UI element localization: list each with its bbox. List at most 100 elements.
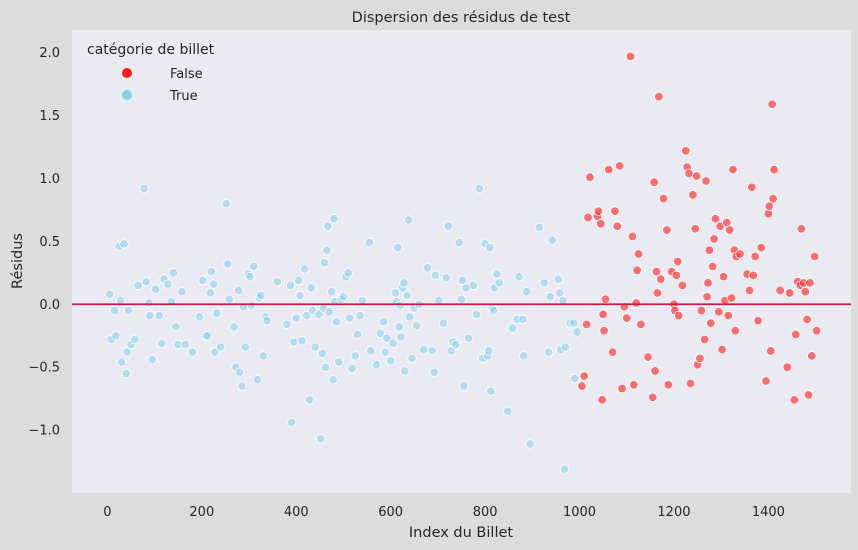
plot-area — [72, 30, 851, 493]
data-point-true — [393, 242, 403, 253]
data-point-false — [796, 224, 807, 234]
data-point-true — [206, 266, 216, 277]
data-point-true — [322, 245, 332, 255]
data-point-true — [324, 307, 335, 317]
x-tick-label: 400 — [284, 505, 309, 520]
data-point-true — [105, 289, 115, 299]
data-point-true — [246, 300, 257, 311]
data-point-true — [378, 317, 389, 327]
x-axis-label: Index du Billet — [409, 525, 513, 541]
data-point-false — [696, 305, 707, 316]
data-point-true — [111, 331, 121, 341]
data-point-true — [364, 237, 375, 248]
data-point-false — [599, 326, 609, 336]
data-point-false — [617, 383, 627, 394]
data-point-false — [702, 292, 712, 302]
data-point-true — [471, 309, 482, 320]
data-point-false — [789, 395, 800, 405]
data-point-true — [457, 275, 468, 286]
data-point-true — [385, 356, 396, 366]
data-point-true — [572, 327, 582, 337]
data-point-true — [144, 298, 154, 308]
data-point-true — [109, 305, 120, 316]
chart-title: Dispersion des résidus de test — [352, 10, 571, 26]
legend-title: catégorie de billet — [87, 42, 215, 58]
data-point-true — [338, 292, 349, 302]
data-point-true — [133, 280, 143, 291]
data-point-true — [394, 322, 404, 332]
y-tick-label: 2.0 — [39, 46, 60, 61]
x-axis-ticks: 0 200 400 600 800 1000 1200 1400 — [103, 505, 785, 520]
data-point-false — [717, 344, 727, 355]
x-tick-label: 0 — [103, 505, 111, 520]
x-tick-label: 1400 — [752, 505, 785, 520]
data-point-false — [807, 351, 817, 361]
data-point-true — [221, 198, 232, 209]
data-point-true — [156, 338, 167, 348]
data-point-false — [656, 274, 666, 284]
data-point-true — [507, 323, 518, 333]
x-tick-label: 1000 — [563, 505, 596, 520]
data-point-false — [704, 245, 715, 255]
data-point-true — [446, 346, 456, 356]
data-point-true — [395, 300, 405, 311]
data-point-false — [607, 347, 618, 357]
data-point-true — [229, 322, 239, 332]
data-point-false — [766, 346, 776, 356]
data-point-false — [744, 285, 755, 296]
data-point-false — [604, 164, 614, 175]
data-point-false — [695, 353, 705, 364]
data-point-false — [583, 212, 593, 223]
x-tick-label: 200 — [189, 505, 214, 520]
data-point-false — [625, 51, 636, 62]
data-point-false — [718, 271, 729, 282]
data-point-false — [648, 392, 658, 403]
data-point-false — [650, 366, 660, 376]
data-point-false — [791, 329, 801, 340]
data-point-true — [422, 263, 433, 273]
data-point-true — [494, 278, 504, 288]
data-point-true — [293, 275, 304, 286]
data-point-true — [130, 334, 140, 345]
data-point-false — [627, 231, 638, 242]
data-point-true — [223, 259, 233, 269]
data-point-true — [534, 222, 545, 233]
data-point-false — [809, 251, 820, 262]
data-point-true — [521, 287, 532, 297]
legend-label-true: True — [169, 89, 198, 104]
data-point-true — [224, 294, 234, 304]
data-point-false — [651, 266, 662, 277]
data-point-false — [728, 164, 738, 175]
data-point-true — [352, 329, 363, 340]
data-point-true — [366, 346, 376, 356]
legend-marker-true — [122, 90, 132, 100]
y-tick-label: 1.5 — [39, 109, 60, 124]
data-point-false — [699, 334, 710, 345]
data-point-true — [216, 342, 226, 352]
data-point-true — [539, 278, 549, 288]
data-point-true — [400, 366, 410, 376]
data-point-false — [688, 190, 698, 200]
data-point-true — [485, 242, 495, 253]
data-point-true — [375, 328, 386, 338]
data-point-false — [803, 390, 814, 400]
data-point-true — [295, 290, 305, 301]
data-point-false — [671, 270, 682, 281]
data-point-true — [463, 333, 474, 343]
data-point-true — [237, 381, 247, 391]
data-point-true — [441, 273, 452, 283]
data-point-true — [147, 354, 157, 365]
data-point-true — [121, 368, 131, 379]
data-point-true — [456, 294, 467, 304]
data-point-false — [753, 315, 763, 326]
data-point-false — [756, 242, 767, 253]
data-point-true — [171, 322, 181, 332]
data-point-false — [614, 161, 625, 171]
data-point-true — [272, 276, 283, 287]
data-point-true — [323, 221, 333, 231]
data-point-false — [724, 225, 735, 235]
data-point-true — [328, 375, 338, 385]
data-point-true — [492, 269, 502, 279]
data-point-false — [597, 395, 607, 405]
y-tick-label: 0.5 — [39, 235, 60, 250]
